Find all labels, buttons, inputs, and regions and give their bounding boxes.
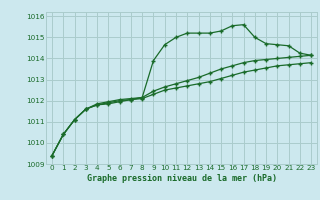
X-axis label: Graphe pression niveau de la mer (hPa): Graphe pression niveau de la mer (hPa) [87, 174, 276, 183]
